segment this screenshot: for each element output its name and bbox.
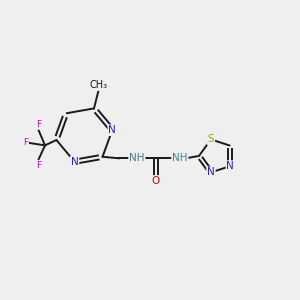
Text: O: O [152,176,160,186]
Text: N: N [108,125,116,135]
Text: F: F [36,120,41,129]
Text: CH₃: CH₃ [89,80,107,90]
Text: NH: NH [129,153,145,163]
Text: S: S [208,134,214,144]
Text: N: N [226,161,234,171]
Text: N: N [207,167,215,177]
Text: N: N [71,157,79,167]
Text: F: F [23,139,28,148]
Text: NH: NH [172,153,188,163]
Text: F: F [36,160,41,169]
